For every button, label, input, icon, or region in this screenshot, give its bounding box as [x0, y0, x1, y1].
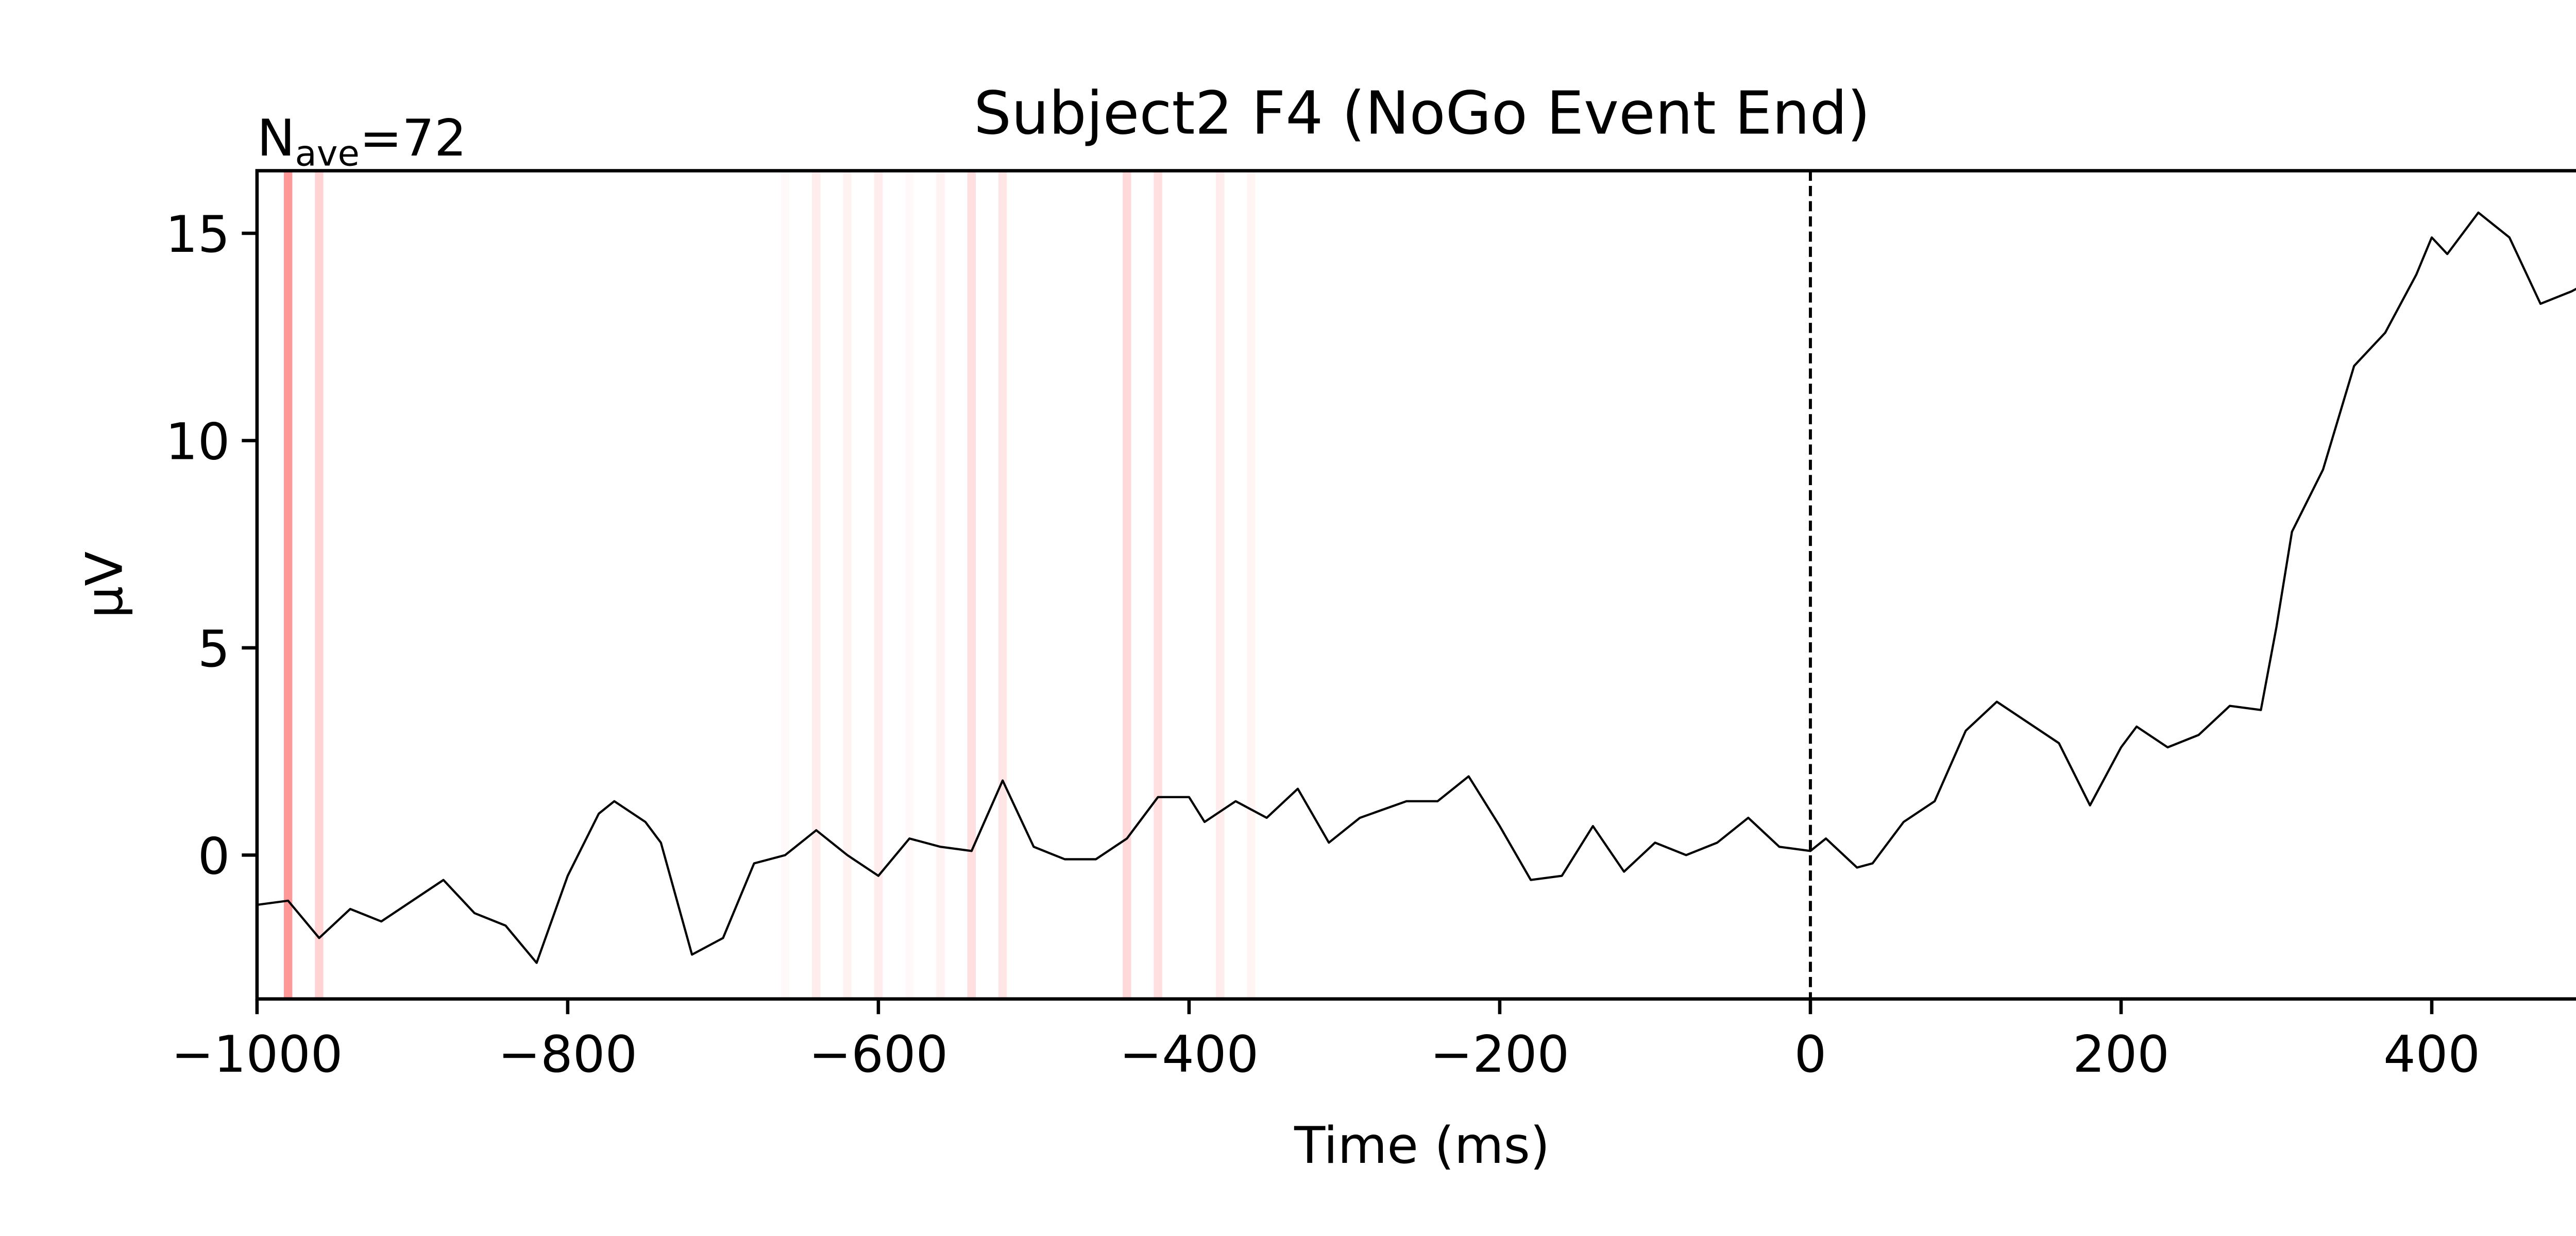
- annotation: Nave=72: [257, 109, 467, 175]
- shaded-band: [874, 170, 883, 999]
- x-tick-label: −1000: [171, 1025, 343, 1084]
- y-tick-label: 0: [198, 827, 230, 886]
- shaded-band: [812, 170, 821, 999]
- shaded-band: [781, 170, 790, 999]
- shaded-band: [998, 170, 1007, 999]
- shaded-band: [1247, 170, 1256, 999]
- shaded-band: [1123, 170, 1131, 999]
- x-tick-label: 400: [2383, 1025, 2480, 1084]
- x-axis-label: Time (ms): [1294, 1117, 1550, 1175]
- shaded-band: [283, 170, 293, 999]
- x-tick-label: −600: [809, 1025, 948, 1084]
- x-tick-label: 0: [1794, 1025, 1827, 1084]
- y-tick-label: 5: [198, 620, 230, 679]
- shaded-band: [843, 170, 852, 999]
- annotation-sub: ave: [295, 133, 360, 175]
- chart-title: Subject2 F4 (NoGo Event End): [974, 79, 1870, 148]
- x-tick-label: −800: [498, 1025, 637, 1084]
- data-line: [257, 211, 2576, 964]
- shaded-band: [967, 170, 976, 999]
- shaded-band: [1154, 170, 1162, 999]
- x-tick-label: 200: [2073, 1025, 2170, 1084]
- y-tick-label: 15: [165, 205, 230, 264]
- x-tick-label: −400: [1120, 1025, 1259, 1084]
- annotation-base: N: [257, 109, 295, 168]
- shaded-band: [905, 170, 914, 999]
- plot-frame: [255, 169, 2576, 1001]
- shaded-band: [315, 170, 324, 999]
- shaded-band: [1216, 170, 1225, 999]
- annotation-text: =72: [360, 109, 467, 168]
- y-tick-label: 10: [165, 413, 230, 472]
- y-axis-label: µV: [75, 552, 134, 619]
- x-tick-label: −200: [1430, 1025, 1569, 1084]
- shaded-band: [936, 170, 945, 999]
